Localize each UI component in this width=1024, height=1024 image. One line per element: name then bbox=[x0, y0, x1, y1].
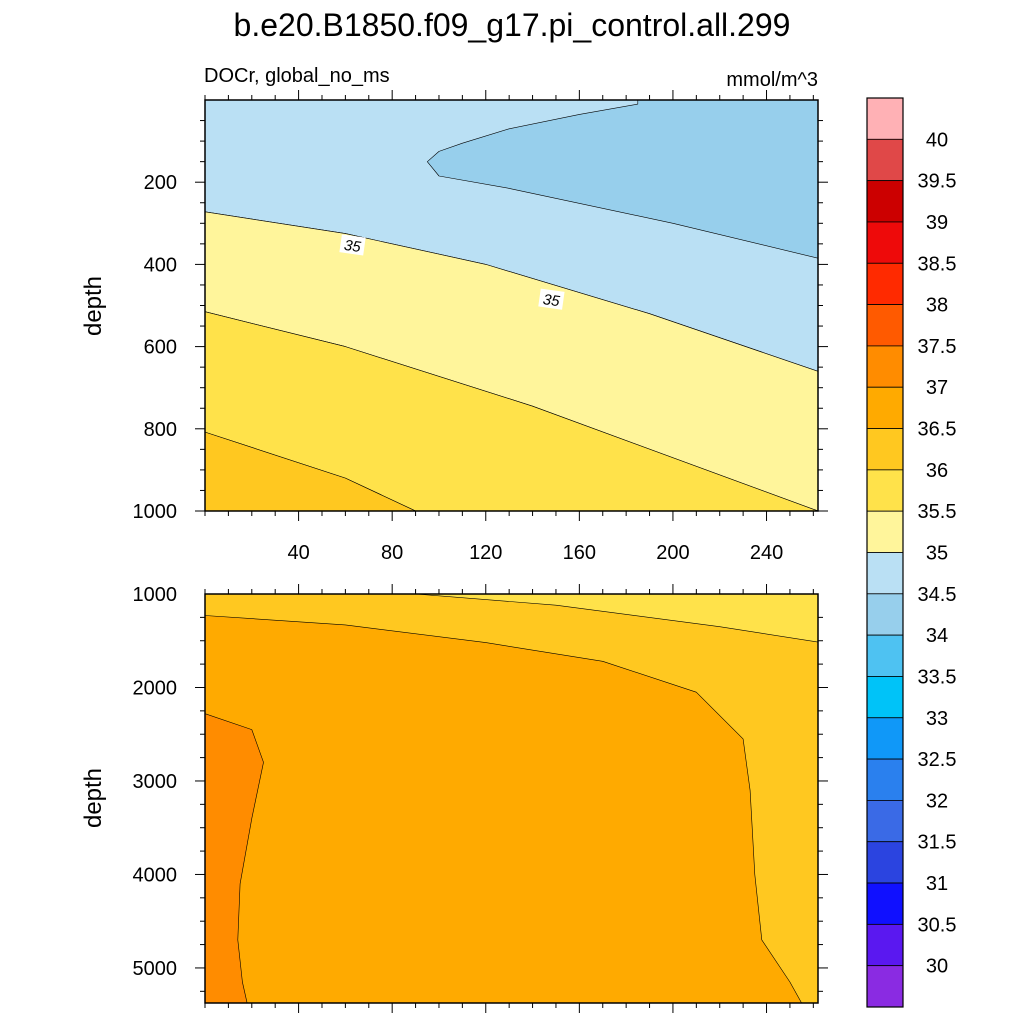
x-tick-label: 80 bbox=[381, 542, 403, 564]
colorbar-swatch bbox=[866, 758, 904, 801]
colorbar-swatch bbox=[866, 345, 904, 388]
colorbar-swatch bbox=[866, 717, 904, 760]
contour-region-2 bbox=[426, 100, 818, 259]
colorbar-label: 38.5 bbox=[918, 253, 957, 275]
contour-region-2 bbox=[415, 594, 818, 643]
y-tick-label: 2000 bbox=[133, 677, 178, 699]
colorbar-label: 38 bbox=[926, 295, 948, 317]
colorbar-swatch bbox=[866, 552, 904, 595]
colorbar-label: 39 bbox=[926, 212, 948, 234]
y-tick-label: 600 bbox=[144, 337, 177, 359]
y-axis-label: depth bbox=[80, 768, 107, 828]
left-subtitle: DOCr, global_no_ms bbox=[204, 65, 390, 87]
y-tick-label: 800 bbox=[144, 419, 177, 441]
plot-frame bbox=[204, 593, 819, 1004]
svg-text:35: 35 bbox=[542, 291, 562, 310]
colorbar-label: 30.5 bbox=[918, 914, 957, 936]
colorbar-label: 30 bbox=[926, 956, 948, 978]
svg-text:35: 35 bbox=[343, 237, 363, 256]
colorbar-swatch bbox=[866, 180, 904, 223]
colorbar-label: 36.5 bbox=[918, 419, 957, 441]
right-subtitle: mmol/m^3 bbox=[726, 69, 818, 91]
lower-contour-panel: 1000 2000 3000 4000 5000 depth bbox=[80, 584, 828, 1013]
colorbar-label: 37 bbox=[926, 377, 948, 399]
contour-region-3 bbox=[205, 615, 802, 1003]
colorbar-label: 39.5 bbox=[918, 171, 957, 193]
colorbar-swatch bbox=[866, 965, 904, 1008]
colorbar-swatch bbox=[866, 634, 904, 677]
colorbar-swatch bbox=[866, 882, 904, 925]
colorbar-swatch bbox=[866, 262, 904, 305]
x-tick-label: 200 bbox=[656, 542, 689, 564]
colorbar-label: 33 bbox=[926, 708, 948, 730]
y-tick-label: 1000 bbox=[133, 584, 178, 606]
y-tick-label: 200 bbox=[144, 172, 177, 194]
colorbar: 40 39.5 39 38.5 38 37.5 37 36.5 36 35.5 35 34.5 34 33… bbox=[866, 97, 957, 1008]
contour-region-5 bbox=[205, 431, 416, 511]
colorbar-label: 32 bbox=[926, 790, 948, 812]
colorbar-label: 34 bbox=[926, 625, 948, 647]
colorbar-label: 31 bbox=[926, 873, 948, 895]
colorbar-swatch bbox=[866, 386, 904, 429]
x-tick-label: 240 bbox=[750, 542, 783, 564]
contour-label: 35 bbox=[538, 288, 565, 310]
colorbar-label: 32.5 bbox=[918, 749, 957, 771]
colorbar-swatch bbox=[866, 428, 904, 471]
y-axis-label: depth bbox=[80, 276, 107, 336]
colorbar-label: 33.5 bbox=[918, 666, 957, 688]
colorbar-swatch bbox=[866, 841, 904, 884]
colorbar-swatch bbox=[866, 221, 904, 264]
y-tick-label: 3000 bbox=[133, 771, 178, 793]
contour-label: 35 bbox=[339, 234, 366, 256]
colorbar-label: 36 bbox=[926, 460, 948, 482]
x-tick-label: 40 bbox=[287, 542, 309, 564]
colorbar-swatch bbox=[866, 510, 904, 553]
colorbar-label: 37.5 bbox=[918, 336, 957, 358]
colorbar-swatch bbox=[866, 800, 904, 843]
colorbar-label: 35 bbox=[926, 543, 948, 565]
y-tick-label: 4000 bbox=[133, 864, 178, 886]
colorbar-label: 40 bbox=[926, 129, 948, 151]
colorbar-label: 35.5 bbox=[918, 501, 957, 523]
y-tick-label: 400 bbox=[144, 254, 177, 276]
colorbar-swatch bbox=[866, 676, 904, 719]
colorbar-label: 34.5 bbox=[918, 584, 957, 606]
y-tick-label: 5000 bbox=[133, 958, 178, 980]
colorbar-swatch bbox=[866, 97, 904, 140]
colorbar-swatch bbox=[866, 469, 904, 512]
colorbar-swatch bbox=[866, 923, 904, 967]
contour-region-4 bbox=[205, 713, 264, 1003]
x-tick-label: 120 bbox=[469, 542, 502, 564]
figure-title: b.e20.B1850.f09_g17.pi_control.all.299 bbox=[234, 7, 791, 43]
y-tick-label: 1000 bbox=[133, 501, 178, 523]
colorbar-swatch bbox=[866, 304, 904, 347]
x-tick-label: 160 bbox=[563, 542, 596, 564]
colorbar-label: 31.5 bbox=[918, 832, 957, 854]
colorbar-swatch bbox=[866, 138, 904, 182]
upper-contour-panel: 40 80 120 160 200 240 200 400 600 800 1000 depth 35 3… bbox=[80, 90, 828, 564]
colorbar-swatch bbox=[866, 593, 904, 636]
